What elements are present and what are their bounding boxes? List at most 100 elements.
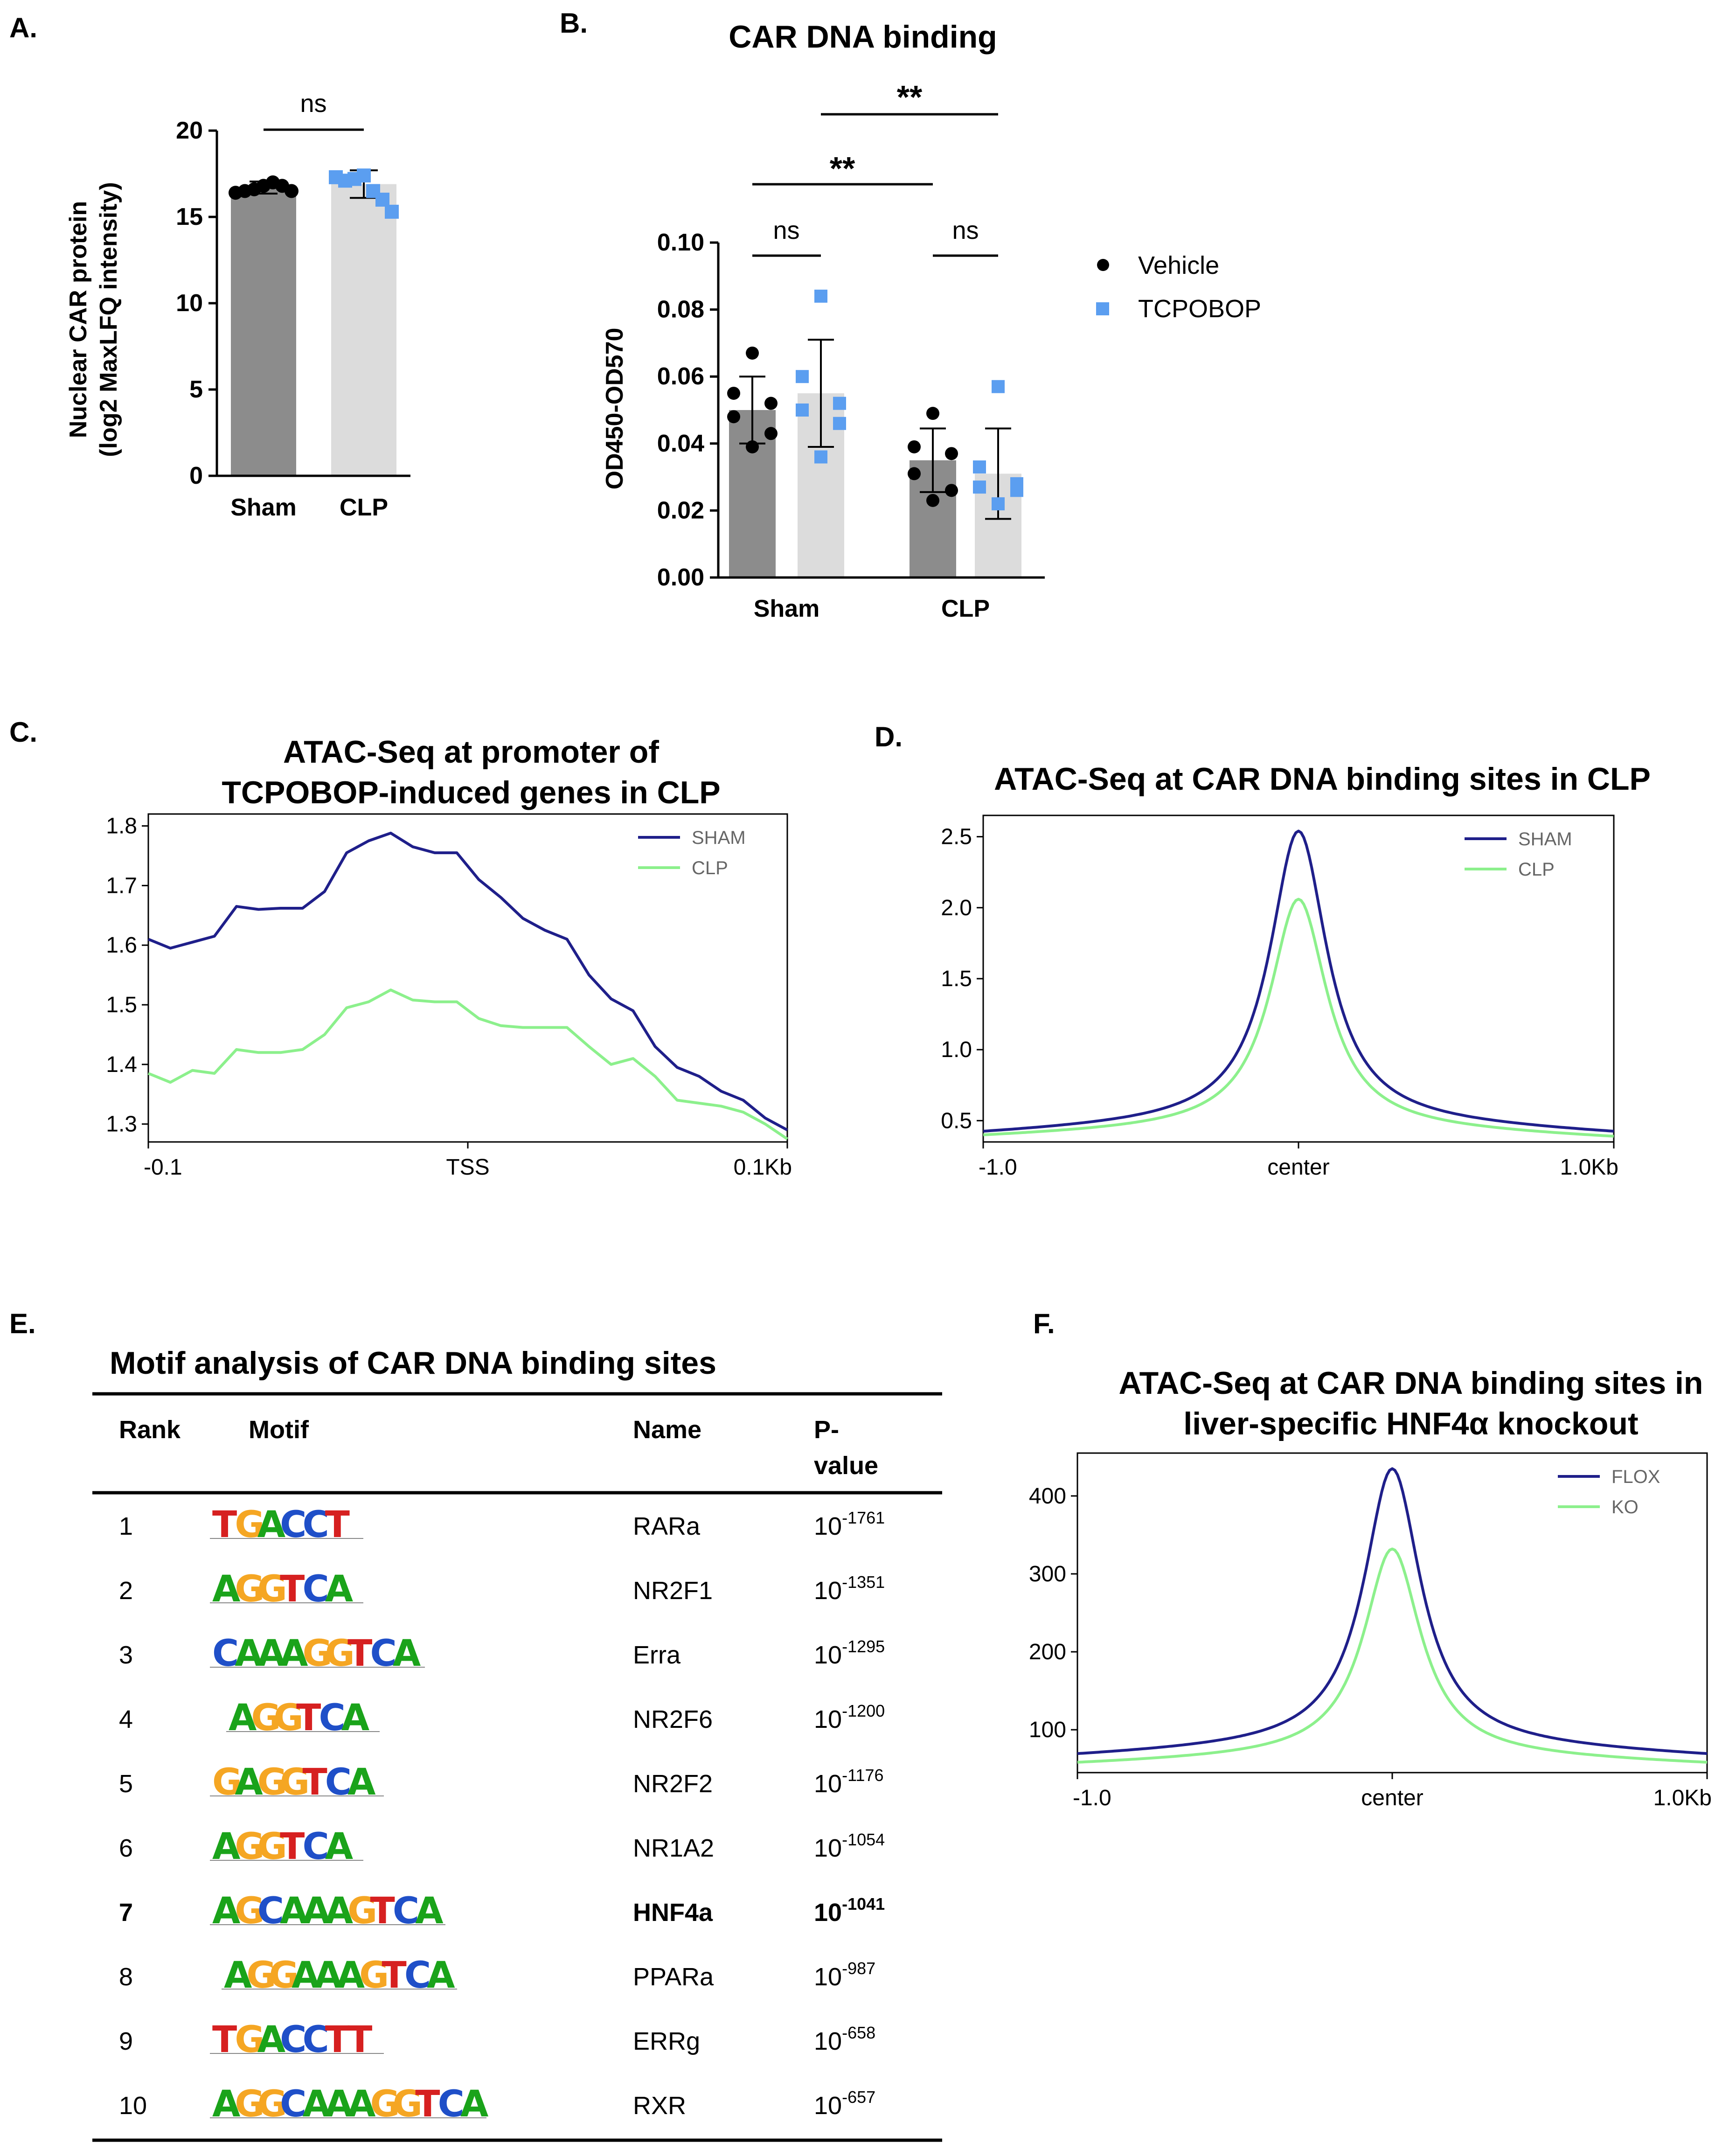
motif-letter: A: [224, 1955, 252, 1997]
data-point: [746, 346, 759, 360]
row-pvalue: 10-1041: [814, 1894, 885, 1927]
panel-f-plot: 100 200 300 400 -1.0 center 1.0Kb FLOX KO: [1029, 1452, 1712, 1810]
x-tick-label: center: [1361, 1786, 1423, 1810]
motif-letter: A: [325, 1568, 353, 1610]
row-name: RARa: [633, 1512, 701, 1540]
motif-letter: G: [257, 2083, 287, 2125]
data-point: [764, 397, 778, 410]
data-point: [727, 410, 740, 424]
data-point: [973, 460, 986, 474]
row-name: HNF4a: [633, 1899, 713, 1927]
header-p1: P-: [814, 1416, 839, 1444]
row-pvalue: 10-1200: [814, 1701, 885, 1733]
panel-a-ylabel-line1: Nuclear CAR protein: [65, 201, 92, 438]
data-point: [908, 467, 921, 480]
motif-letter: A: [212, 1890, 240, 1932]
panel-f-title-line2: liver-specific HNF4α knockout: [1183, 1406, 1638, 1441]
row-pvalue: 10-1176: [814, 1766, 883, 1798]
motif-letter: G: [235, 1568, 264, 1610]
motif-letter: G: [235, 1890, 264, 1932]
row-rank: 5: [119, 1770, 133, 1798]
panel-b-ylabel: OD450-OD570: [601, 328, 628, 490]
motif-letter: C: [404, 1955, 431, 1997]
row-name: PPARa: [633, 1963, 714, 1991]
motif-letter: G: [235, 1826, 264, 1868]
legend-label-ko: KO: [1611, 1497, 1639, 1517]
motif-letter: G: [280, 1761, 310, 1803]
motif-letter: T: [325, 2019, 350, 2061]
motif-letter: G: [235, 2019, 264, 2061]
motif-letter: C: [280, 1504, 306, 1546]
panel-b-title: CAR DNA binding: [729, 19, 997, 55]
row-name: RXR: [633, 2092, 686, 2120]
motif-letter: C: [302, 1568, 329, 1610]
motif-letter: T: [280, 1826, 305, 1868]
row-rank: 3: [119, 1641, 133, 1669]
panel-c-plot: 1.3 1.4 1.5 1.6 1.7 1.8 -0.1 TSS 0.1Kb SHAM CLP: [106, 813, 792, 1180]
x-tick-label: 0.1Kb: [734, 1155, 792, 1180]
motif-letter: A: [325, 1890, 353, 1932]
panel-b-legend: Vehicle TCPOBOP: [1096, 251, 1261, 323]
panel-a: A. Nuclear CAR protein (log2 MaxLFQ inte…: [9, 12, 410, 521]
legend-tcpobop-marker: [1096, 302, 1109, 315]
y-tick-label: 0.06: [657, 363, 704, 390]
significance-label: **: [830, 150, 855, 187]
y-tick-label: 0.5: [941, 1108, 972, 1133]
motif-letter: A: [257, 1633, 285, 1675]
motif-letter: A: [302, 2083, 330, 2125]
motif-letter: T: [347, 1633, 372, 1675]
y-tick-label: 1.4: [106, 1052, 137, 1077]
data-point: [814, 450, 827, 464]
y-tick-label: 1.7: [106, 873, 137, 898]
motif-letter: C: [212, 1633, 239, 1675]
y-tick-label: 1.8: [106, 814, 137, 839]
motif-letter: T: [382, 1955, 407, 1997]
x-tick-label: Sham: [230, 494, 297, 521]
data-point: [746, 440, 759, 453]
data-point: [926, 407, 939, 420]
x-tick-label: -1.0: [1073, 1786, 1111, 1810]
motif-letter: C: [370, 1633, 397, 1675]
panel-a-ylabel: Nuclear CAR protein (log2 MaxLFQ intensi…: [65, 182, 122, 457]
data-point: [764, 427, 778, 440]
row-pvalue: 10-657: [814, 2087, 875, 2120]
motif-letter: A: [460, 2083, 488, 2125]
motif-letter: C: [280, 2019, 306, 2061]
motif-letter: G: [359, 1955, 389, 1997]
y-tick-label: 1.5: [941, 967, 972, 991]
y-tick-label: 1.5: [106, 993, 137, 1017]
row-pvalue: 10-1761: [814, 1508, 885, 1540]
panel-f: F. ATAC-Seq at CAR DNA binding sites in …: [1029, 1308, 1712, 1810]
row-rank: 6: [119, 1834, 133, 1862]
panel-a-ylabel-line2: (log2 MaxLFQ intensity): [95, 182, 122, 457]
legend-label-flox: FLOX: [1611, 1467, 1660, 1487]
header-rank: Rank: [119, 1416, 181, 1444]
y-tick-label: 0.02: [657, 497, 704, 524]
data-point: [945, 447, 958, 460]
x-tick-label: Sham: [754, 595, 820, 622]
motif-letter: T: [302, 1761, 327, 1803]
y-tick-label: 20: [176, 117, 203, 144]
x-tick-label: TSS: [446, 1155, 489, 1180]
legend-label-clp: CLP: [1518, 859, 1555, 880]
row-rank: 8: [119, 1963, 133, 1991]
row-rank: 2: [119, 1577, 133, 1605]
motif-letter: C: [280, 2083, 306, 2125]
legend-vehicle-marker: [1097, 259, 1109, 271]
y-tick-label: 5: [189, 376, 203, 403]
bar-sham: [231, 188, 296, 476]
motif-letter: A: [257, 1504, 285, 1546]
y-tick-label: 1.0: [941, 1037, 972, 1062]
row-pvalue: 10-1054: [814, 1830, 885, 1862]
motif-letter: A: [341, 1697, 369, 1739]
panel-e: E. Motif analysis of CAR DNA binding sit…: [9, 1308, 942, 2142]
y-tick-label: 10: [176, 290, 203, 317]
significance-label: ns: [300, 90, 326, 118]
panel-d-plot: 0.5 1.0 1.5 2.0 2.5 -1.0 center 1.0Kb SHAM CLP: [941, 814, 1618, 1180]
